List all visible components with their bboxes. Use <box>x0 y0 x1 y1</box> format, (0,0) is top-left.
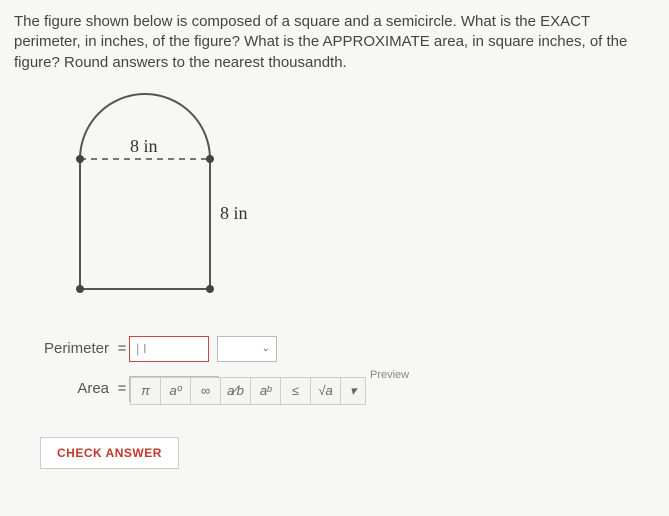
tool-sqrt[interactable]: √a <box>311 378 341 404</box>
answers-section: Perimeter = | I ⌄ Area = π aº ∞ a⁄b aᵇ ≤… <box>0 329 669 409</box>
perimeter-label: Perimeter <box>30 340 115 357</box>
figure-container: 8 in 8 in <box>0 81 669 329</box>
tool-degree[interactable]: aº <box>161 378 191 404</box>
area-label: Area <box>30 380 115 397</box>
tool-more[interactable]: ▾ <box>341 378 365 404</box>
label-top: 8 in <box>130 136 158 156</box>
composite-figure: 8 in 8 in <box>60 89 290 329</box>
tool-exponent[interactable]: aᵇ <box>251 378 281 404</box>
equals-sign: = <box>115 380 129 397</box>
perimeter-unit-select[interactable]: ⌄ <box>217 336 277 362</box>
math-toolbar: π aº ∞ a⁄b aᵇ ≤ √a ▾ <box>130 377 366 405</box>
vertex-point <box>76 285 84 293</box>
perimeter-row: Perimeter = | I ⌄ <box>30 329 669 369</box>
tool-infinity[interactable]: ∞ <box>191 378 221 404</box>
vertex-point <box>206 285 214 293</box>
tool-lte[interactable]: ≤ <box>281 378 311 404</box>
tool-pi[interactable]: π <box>131 378 161 404</box>
tool-fraction[interactable]: a⁄b <box>221 378 251 404</box>
vertex-point <box>76 155 84 163</box>
preview-label: Preview <box>370 369 409 381</box>
vertex-point <box>206 155 214 163</box>
equals-sign: = <box>115 340 129 357</box>
perimeter-input[interactable]: | I <box>129 336 209 362</box>
check-answer-button[interactable]: CHECK ANSWER <box>40 437 179 469</box>
question-text: The figure shown below is composed of a … <box>0 0 669 81</box>
label-right: 8 in <box>220 203 248 223</box>
